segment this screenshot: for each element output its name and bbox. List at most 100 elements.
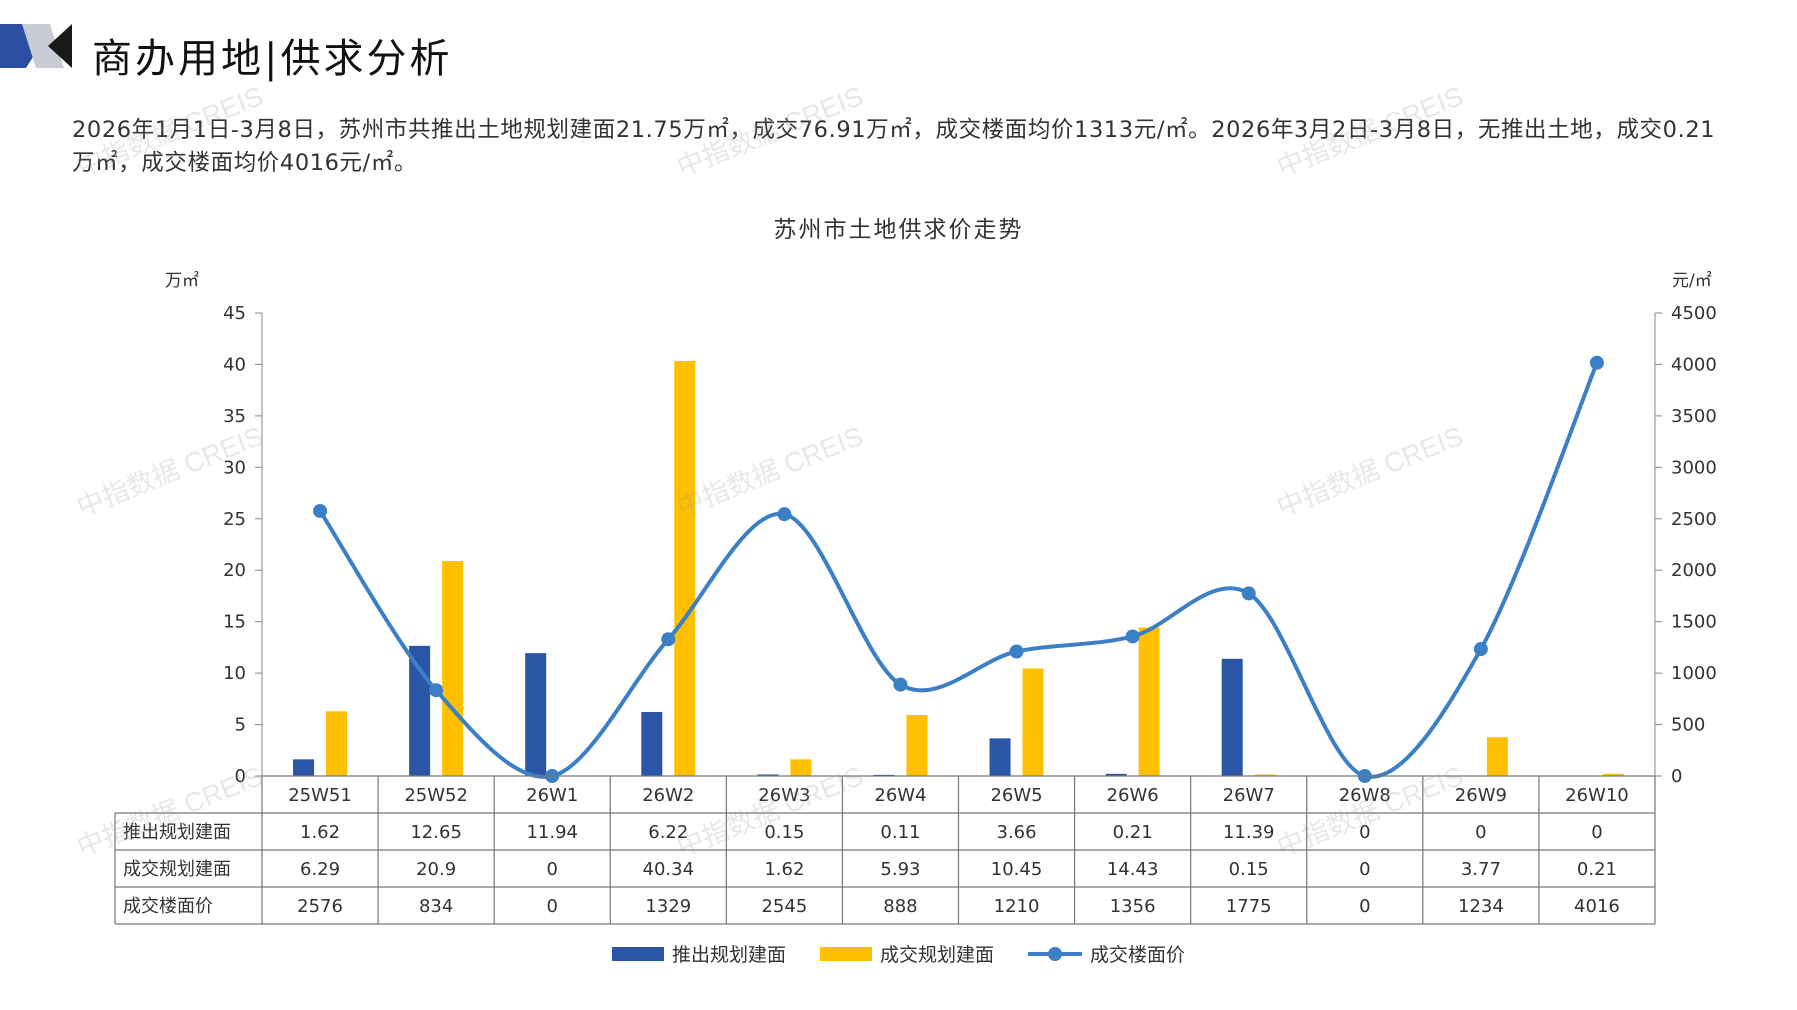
price-point: [777, 507, 792, 522]
table-cell: 1.62: [764, 859, 804, 880]
left-axis-unit: 万㎡: [165, 271, 199, 291]
left-axis-tick-label: 30: [223, 457, 246, 478]
left-axis-tick-label: 20: [223, 560, 246, 581]
category-label: 26W10: [1565, 785, 1629, 806]
right-axis-unit: 元/㎡: [1672, 271, 1712, 291]
price-point: [313, 503, 328, 518]
table-cell: 0: [546, 859, 557, 880]
table-cell: 10.45: [991, 859, 1043, 880]
summary-text: 2026年1月1日-3月8日，苏州市共推出土地规划建面21.75万㎡，成交76.…: [72, 117, 1716, 176]
right-axis-tick-label: 0: [1671, 766, 1682, 787]
table-cell: 888: [883, 896, 917, 917]
legend-label-deal: 成交规划建面: [879, 944, 994, 966]
left-axis-tick-label: 10: [223, 663, 246, 684]
category-label: 26W1: [526, 785, 578, 806]
deal-bar: [442, 560, 464, 776]
supply-bar: [409, 645, 431, 776]
supply-bar: [1221, 658, 1243, 776]
right-axis-tick-label: 1000: [1671, 663, 1717, 684]
left-axis-tick-label: 25: [223, 509, 246, 530]
right-axis-tick-label: 3500: [1671, 406, 1717, 427]
table-cell: 1210: [994, 896, 1040, 917]
chart-area: 0 5 10 15 20 25 30 35 40 45 0 500 1000 1500 2000 2500 30…: [114, 303, 1717, 925]
category-label: 26W4: [874, 785, 926, 806]
category-label: 26W9: [1455, 785, 1507, 806]
supply-bar: [757, 774, 779, 776]
legend-item-price: 成交楼面价: [1028, 940, 1185, 967]
deal-bar: [1602, 773, 1624, 776]
deal-bar: [790, 759, 812, 776]
price-point: [1473, 642, 1488, 657]
supply-bar: [293, 759, 315, 776]
supply-bar: [1105, 773, 1127, 776]
page-header: 商办用地|供求分析: [0, 24, 1797, 82]
table-cell: 0.11: [880, 822, 920, 843]
table-cell: 11.94: [526, 822, 578, 843]
table-row-header: 成交楼面价: [123, 896, 213, 917]
table-cell: 12.65: [410, 822, 462, 843]
right-axis-tick-label: 500: [1671, 715, 1705, 736]
price-point: [429, 683, 444, 698]
table-row-header: 成交规划建面: [123, 859, 231, 880]
table-cell: 834: [419, 896, 453, 917]
left-axis-tick-label: 40: [223, 354, 246, 375]
table-cell: 5.93: [880, 859, 920, 880]
category-label: 26W7: [1223, 785, 1275, 806]
table-cell: 6.22: [648, 822, 688, 843]
legend-swatch-price: [1028, 946, 1082, 961]
left-axis-tick-label: 35: [223, 406, 246, 427]
table-cell: 1356: [1110, 896, 1156, 917]
table-cell: 40.34: [643, 859, 695, 880]
table-cell: 4016: [1574, 896, 1620, 917]
category-label: 25W52: [404, 785, 468, 806]
table-cell: 0: [1359, 896, 1370, 917]
legend-label-supply: 推出规划建面: [671, 944, 786, 966]
supply-bar: [641, 712, 663, 776]
table-cell: 0: [1359, 822, 1370, 843]
table-cell: 20.9: [416, 859, 456, 880]
deal-bar: [1138, 627, 1160, 776]
supply-bar: [989, 738, 1011, 776]
deal-bar: [906, 714, 928, 776]
deal-bar: [326, 711, 348, 776]
right-axis-tick-label: 1500: [1671, 612, 1717, 633]
brand-logo-icon: [0, 24, 72, 68]
table-cell: 0: [1475, 822, 1486, 843]
deal-bar: [1486, 737, 1508, 776]
category-label: 26W6: [1107, 785, 1159, 806]
category-label: 26W2: [642, 785, 694, 806]
category-label: 26W5: [990, 785, 1042, 806]
table-row-header: 推出规划建面: [123, 822, 231, 843]
table-cell: 1775: [1226, 896, 1272, 917]
legend-item-supply: 推出规划建面: [611, 940, 786, 967]
page-title: 商办用地|供求分析: [92, 36, 453, 82]
table-cell: 1.62: [300, 822, 340, 843]
chart-title: 苏州市土地供求价走势: [773, 217, 1024, 243]
legend-label-price: 成交楼面价: [1090, 944, 1186, 966]
deal-bar: [1254, 774, 1276, 776]
table-cell: 11.39: [1223, 822, 1275, 843]
table-cell: 0.15: [764, 822, 804, 843]
right-axis-tick-label: 3000: [1671, 457, 1717, 478]
left-axis-tick-label: 15: [223, 612, 246, 633]
price-point: [661, 632, 676, 647]
table-cell: 0.21: [1113, 822, 1153, 843]
legend-item-deal: 成交规划建面: [819, 940, 994, 967]
table-cell: 0: [1359, 859, 1370, 880]
chart-legend: 推出规划建面 成交规划建面 成交楼面价: [0, 940, 1797, 967]
table-cell: 14.43: [1107, 859, 1159, 880]
price-point: [1241, 586, 1256, 601]
table-cell: 3.77: [1461, 859, 1501, 880]
table-cell: 0.21: [1577, 859, 1617, 880]
legend-swatch-deal: [819, 946, 872, 961]
left-axis-tick-label: 5: [235, 715, 246, 736]
right-axis-tick-label: 2000: [1671, 560, 1717, 581]
table-cell: 1329: [645, 896, 691, 917]
right-axis-tick-label: 4500: [1671, 303, 1717, 324]
right-axis-tick-label: 2500: [1671, 509, 1717, 530]
table-cell: 2545: [761, 896, 807, 917]
left-axis-tick-label: 45: [223, 303, 246, 324]
category-label: 26W3: [758, 785, 810, 806]
category-label: 26W8: [1339, 785, 1391, 806]
price-point: [893, 677, 908, 692]
